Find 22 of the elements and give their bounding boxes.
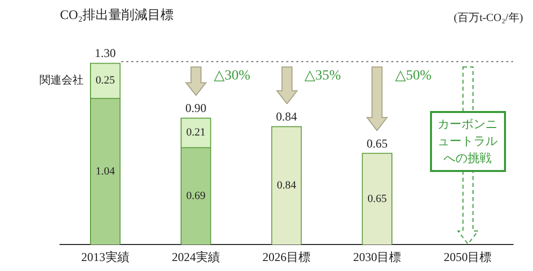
series-label: 関連会社 xyxy=(39,74,84,87)
total-label: 0.84 xyxy=(276,110,297,124)
data-label: 0.65 xyxy=(367,192,388,205)
total-label: 0.90 xyxy=(185,101,206,116)
annotation: △50% xyxy=(395,68,432,84)
text: (百万t-CO₂/年) xyxy=(454,12,524,24)
data-label: 0.25 xyxy=(96,74,116,87)
x-tick-label: 2050目標 xyxy=(444,250,492,264)
data-label: 0.84 xyxy=(276,179,297,192)
x-tick-label: 2024実績 xyxy=(172,250,220,264)
annotation: カーボンニュートラルへの挑戦 xyxy=(430,111,506,172)
chart-title: CO₂排出量削減目標 xyxy=(60,7,174,22)
data-label: 1.04 xyxy=(96,165,116,178)
annotation: △35% xyxy=(304,68,342,84)
x-tick-label: 2026目標 xyxy=(262,250,310,264)
x-tick-label: 2030目標 xyxy=(353,250,402,264)
x-tick-label: 2013実績 xyxy=(81,250,130,264)
annotation: △30% xyxy=(214,68,251,84)
total-label: 0.65 xyxy=(366,136,388,150)
data-label: 0.21 xyxy=(186,126,206,139)
data-label: 0.69 xyxy=(186,190,206,202)
total-label: 1.30 xyxy=(94,46,116,60)
